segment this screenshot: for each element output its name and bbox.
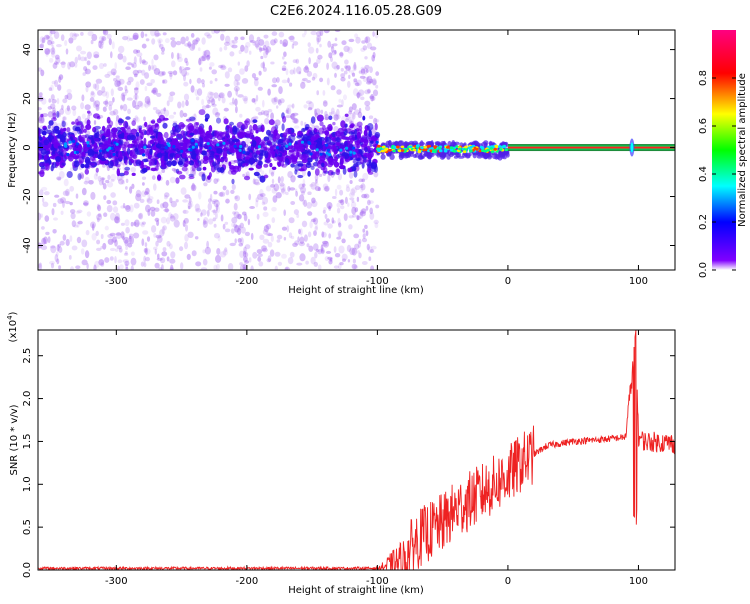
spectrogram-xlabel: Height of straight line (km) [288, 285, 424, 296]
noise-core-band [38, 109, 381, 185]
colorbar-tick-label: 0.4 [698, 166, 709, 182]
x-tick-label: 100 [629, 276, 648, 287]
x-tick-label: 100 [629, 576, 648, 587]
steady-signal [507, 144, 675, 152]
snr-ylabel: SNR (10 * v/v) [9, 404, 20, 475]
x-tick-label: -200 [236, 276, 259, 287]
y-tick-label: 0 [22, 144, 33, 150]
y-tick-label: 20 [22, 92, 33, 105]
snr-marks [38, 330, 675, 570]
emerging-signal [376, 140, 510, 161]
y-tick-label: 0.5 [22, 519, 33, 535]
snr-panel: -300 -200 -100 0 100 0.0 0.5 1.0 1.5 2.0 2.5 Heigh… [6, 311, 676, 596]
snr-line [38, 330, 675, 570]
x-tick-label: -100 [366, 276, 389, 287]
x-tick-label: -300 [105, 276, 128, 287]
snr-multiplier: (x104) [6, 311, 19, 342]
y-tick-label: 40 [22, 43, 33, 56]
x-tick-label: 0 [505, 276, 511, 287]
spectrogram-marks [38, 30, 675, 270]
colorbar-label: Normalized spectral amplitude [737, 73, 748, 227]
snr-frame [37, 329, 676, 571]
figure-title: C2E6.2024.116.05.28.G09 [270, 4, 442, 19]
snr-axes: -300 -200 -100 0 100 0.0 0.5 1.0 1.5 2.0 2.5 [22, 330, 675, 587]
x-tick-label: -300 [105, 576, 128, 587]
colorbar-tick-label: 0.8 [698, 70, 709, 86]
colorbar: 0.0 0.2 0.4 0.6 0.8 Normalized spectral ampl… [698, 30, 748, 278]
x-tick-label: -100 [366, 576, 389, 587]
colorbar-tick-label: 0.6 [698, 118, 709, 134]
y-tick-label: -20 [22, 188, 33, 204]
colorbar-tick-label: 0.0 [698, 262, 709, 278]
colorbar-gradient [712, 30, 736, 270]
spectrogram-ylabel: Frequency (Hz) [7, 112, 18, 188]
y-tick-label: 1.0 [22, 476, 33, 492]
spectrogram-frame [37, 29, 676, 271]
y-tick-label: 2.5 [22, 348, 33, 364]
steady-signal-core [507, 146, 675, 149]
colorbar-tick-label: 0.2 [698, 214, 709, 230]
y-tick-label: 1.5 [22, 433, 33, 449]
spectral-spike [629, 138, 635, 157]
y-tick-label: 2.0 [22, 391, 33, 407]
y-tick-label: -40 [22, 237, 33, 253]
snr-xlabel: Height of straight line (km) [288, 585, 424, 596]
y-tick-label: 0.0 [22, 562, 33, 578]
x-tick-label: 0 [505, 576, 511, 587]
noise-core-highlights [63, 138, 379, 157]
x-tick-label: -200 [236, 576, 259, 587]
colorbar-ticks: 0.0 0.2 0.4 0.6 0.8 [698, 70, 736, 278]
